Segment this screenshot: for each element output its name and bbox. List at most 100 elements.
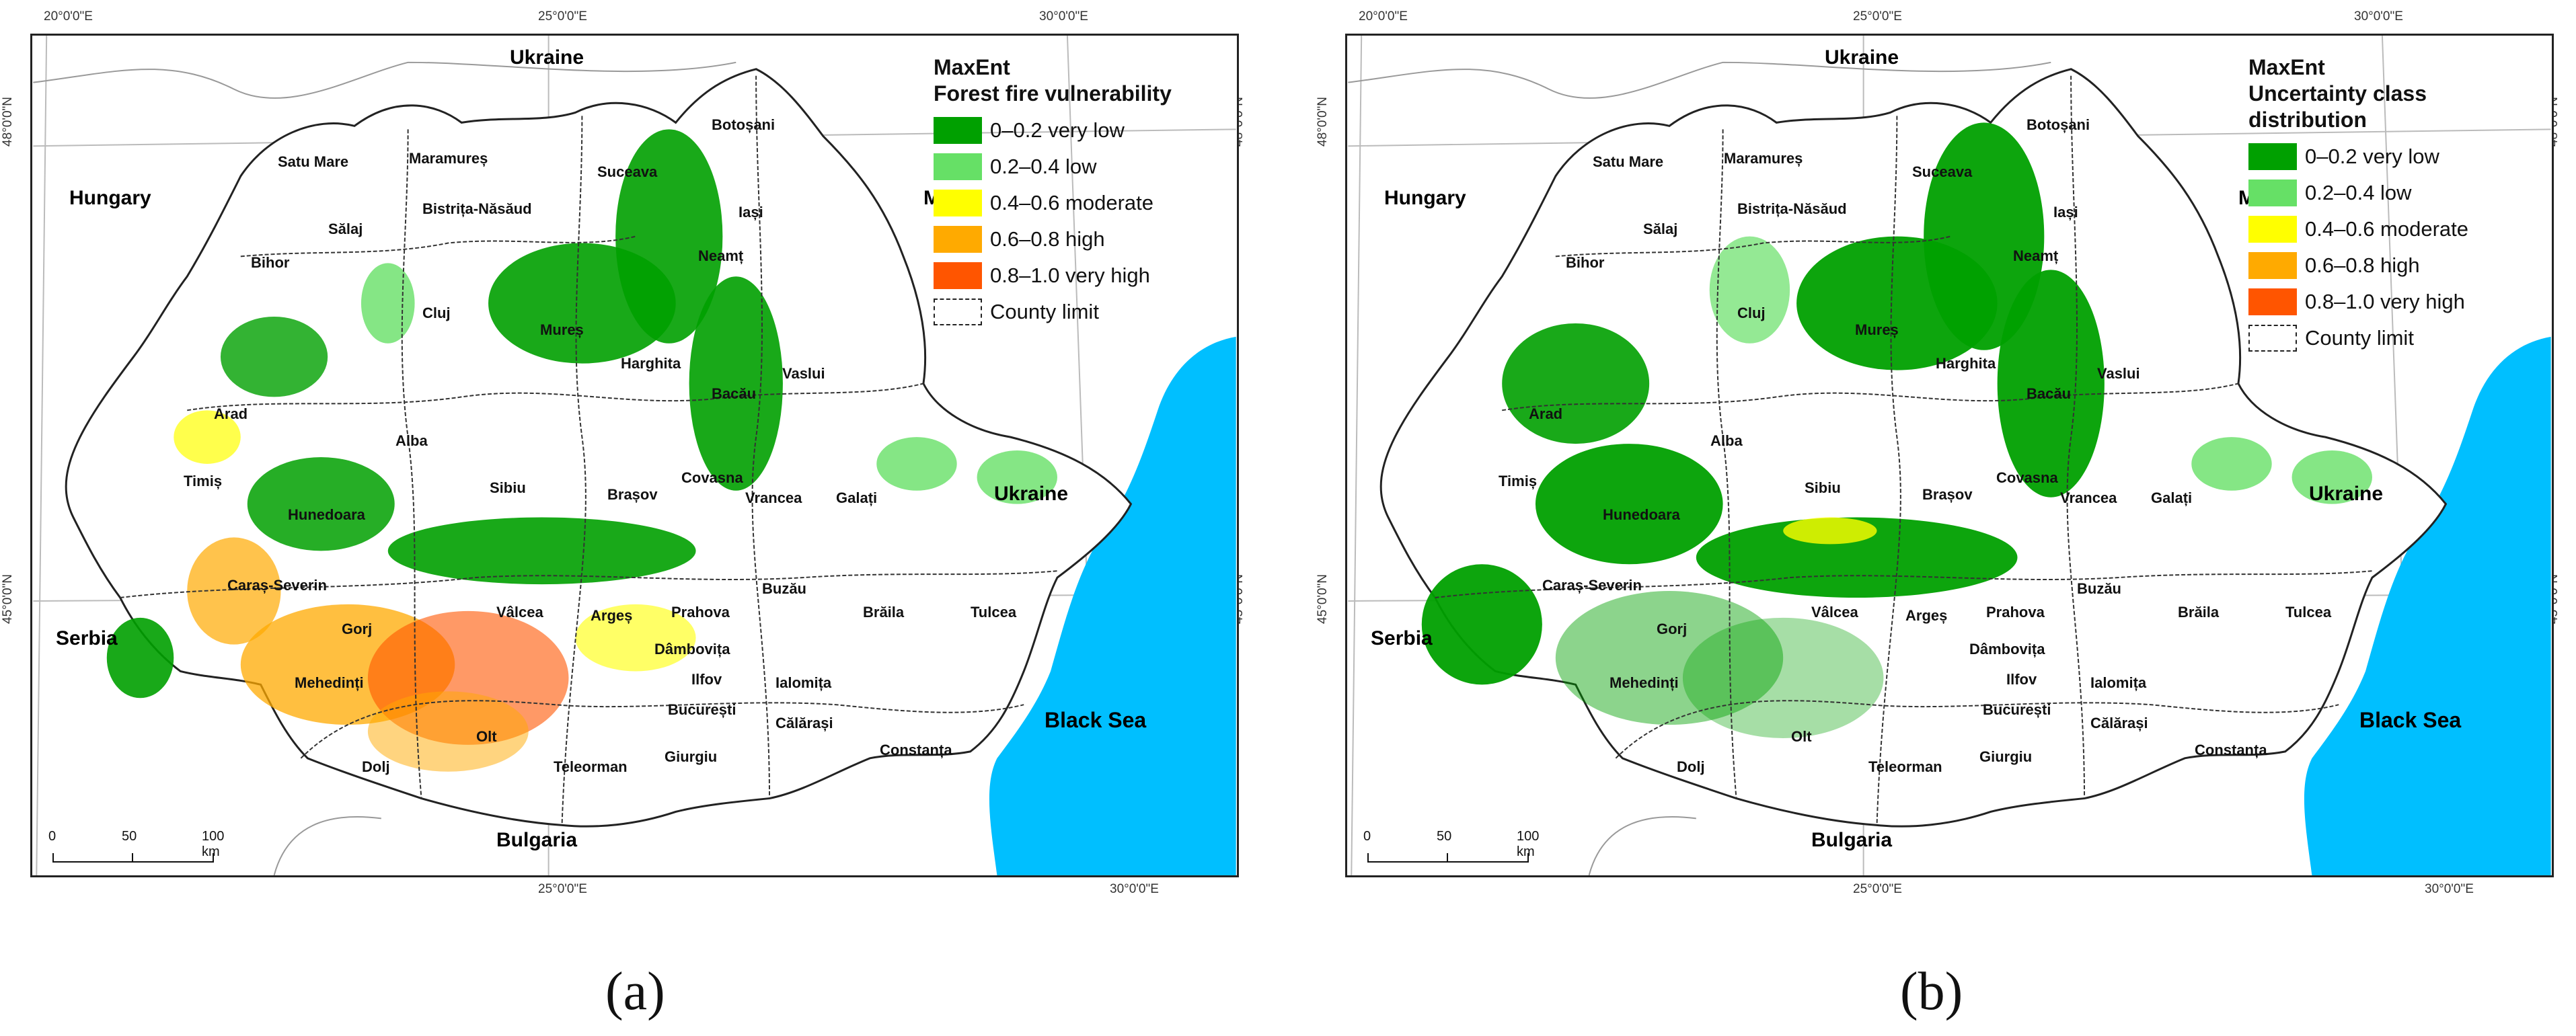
county-label: Maramureș <box>409 150 488 167</box>
county-label: Botoșani <box>712 116 775 133</box>
legend-swatch <box>934 153 982 180</box>
legend-swatch <box>934 298 982 325</box>
country-label-hungary: Hungary <box>69 187 151 209</box>
county-limit-line <box>401 129 422 799</box>
county-label: Giurgiu <box>1979 748 2033 765</box>
county-label: Bistrița-Năsăud <box>422 200 532 217</box>
county-label: Sălaj <box>1643 221 1678 237</box>
county-label: Mureș <box>1855 321 1899 338</box>
scale-label: 50 <box>1437 829 1452 844</box>
legend-label: 0.4–0.6 moderate <box>990 191 1154 214</box>
county-label: Vâlcea <box>1811 604 1858 621</box>
county-label: Sibiu <box>490 479 526 496</box>
county-limit-line <box>1615 700 2339 759</box>
county-label: Suceava <box>1912 163 1973 180</box>
coord-label-top-20e: 20°0'0"E <box>44 9 93 24</box>
county-label: Cluj <box>1737 305 1766 321</box>
county-label: Giurgiu <box>665 748 718 765</box>
forest-patch <box>106 617 174 699</box>
legend-label: County limit <box>990 300 1099 323</box>
legend-swatch <box>2248 252 2297 279</box>
county-label: Ialomița <box>775 674 832 691</box>
county-label: Suceava <box>597 163 658 180</box>
county-label: Bihor <box>251 254 290 271</box>
county-label: Vâlcea <box>496 604 543 621</box>
legend-title-model: MaxEnt <box>2248 55 2325 79</box>
county-label: Dâmbovița <box>654 641 730 658</box>
legend-swatch <box>934 262 982 289</box>
coord-label-left-45n: 45°0'0"N <box>0 574 15 624</box>
uncertainty-patch <box>1997 270 2105 497</box>
county-label: Brașov <box>607 486 658 503</box>
graticule-line <box>36 36 48 875</box>
county-limit-line <box>1716 129 1737 799</box>
county-label: Arad <box>1529 405 1563 422</box>
legend-item: 0–0.2 very low <box>2248 138 2538 175</box>
legend-swatch <box>2248 216 2297 243</box>
black-sea-water <box>989 336 1236 875</box>
fire-risk-patch <box>575 604 696 672</box>
legend-item: 0.2–0.4 low <box>2248 175 2538 211</box>
county-label: Timiș <box>1499 473 1538 489</box>
coord-label-top-20e: 20°0'0"E <box>1359 9 1408 24</box>
scale-label: 100 km <box>1517 829 1540 859</box>
map-svg <box>33 36 1236 875</box>
county-label: Vaslui <box>782 365 825 382</box>
fire-risk-patch <box>367 691 529 772</box>
county-label: Vrancea <box>745 489 802 506</box>
coord-label-left-45n: 45°0'0"N <box>1315 574 1330 624</box>
scale-bar-line <box>52 853 214 863</box>
uncertainty-patch <box>1555 591 1784 725</box>
uncertainty-patch <box>1535 444 1723 565</box>
legend-label: 0–0.2 very low <box>990 118 1125 142</box>
county-limit-line <box>240 235 636 257</box>
coord-label-left-48n: 48°0'0"N <box>1315 97 1330 147</box>
county-label: Caraș-Severin <box>227 577 327 594</box>
county-label: Brașov <box>1922 486 1973 503</box>
country-label-ukraine-east: Ukraine <box>994 483 1069 505</box>
legend: MaxEnt Uncertainty class distribution 0–… <box>2248 54 2538 356</box>
country-label-ukraine-east: Ukraine <box>2309 483 2384 505</box>
county-label: Bacău <box>712 385 757 402</box>
coord-label-top-25e: 25°0'0"E <box>538 9 587 24</box>
neighbor-border <box>1348 61 2051 99</box>
legend-title-variable: Uncertainty class distribution <box>2248 81 2427 132</box>
country-label-serbia: Serbia <box>56 627 118 649</box>
uncertainty-patch <box>2191 437 2272 491</box>
county-label: Buzău <box>762 580 806 597</box>
county-label: Alba <box>1710 432 1743 449</box>
scale-label: 0 <box>48 829 56 844</box>
county-label: Dolj <box>362 758 390 775</box>
county-label: Prahova <box>671 604 730 621</box>
legend-swatch <box>934 117 982 144</box>
county-limit-line <box>2066 75 2086 799</box>
forest-patch <box>220 316 328 397</box>
uncertainty-patches <box>1421 122 2372 738</box>
county-limit-line <box>120 570 1058 598</box>
county-label: Galați <box>836 489 878 506</box>
county-label: Botoșani <box>2026 116 2090 133</box>
county-label: Teleorman <box>554 758 628 775</box>
map-frame: Ukraine Hungary Serbia Bulgaria Ukraine … <box>1345 34 2554 877</box>
legend-label: County limit <box>2305 326 2414 350</box>
county-label: Satu Mare <box>278 153 349 170</box>
legend-swatch <box>2248 325 2297 352</box>
county-label: Tulcea <box>2285 604 2332 621</box>
forest-patch <box>387 517 696 585</box>
legend-title-variable: Forest fire vulnerability <box>934 81 1172 106</box>
county-label: Călărași <box>775 715 833 731</box>
coord-label-top-25e: 25°0'0"E <box>1853 9 1902 24</box>
county-label: Mehedinți <box>1609 674 1679 691</box>
legend-swatch <box>2248 143 2297 170</box>
county-label: Covasna <box>1996 469 2058 486</box>
scale-bar-tick <box>132 853 133 863</box>
forest-patch <box>361 263 415 344</box>
legend-swatch <box>934 226 982 253</box>
legend-label: 0.6–0.8 high <box>990 227 1105 251</box>
legend-swatch <box>2248 288 2297 315</box>
coord-label-bottom-30e: 30°0'0"E <box>1110 882 1159 896</box>
county-label: Brăila <box>863 604 905 621</box>
legend-item: 0.4–0.6 moderate <box>2248 211 2538 247</box>
coord-label-top-30e: 30°0'0"E <box>2354 9 2403 24</box>
county-label: Tulcea <box>971 604 1017 621</box>
